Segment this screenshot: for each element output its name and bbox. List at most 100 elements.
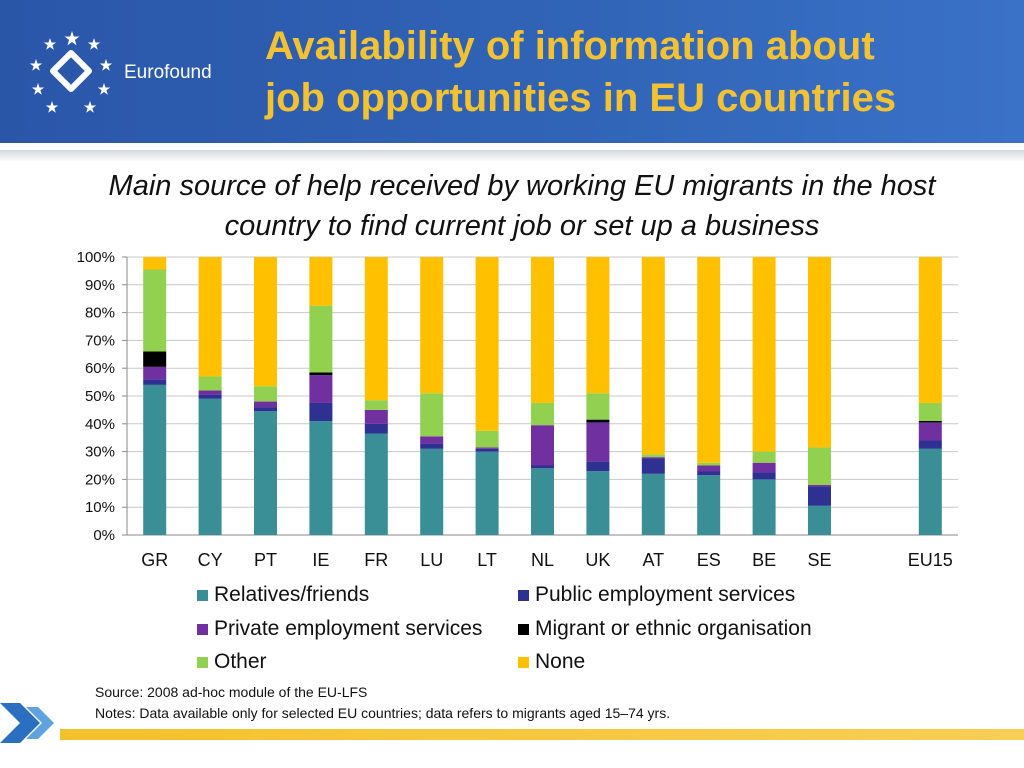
y-tick-label: 0%: [93, 527, 115, 544]
bar-segment: [531, 425, 554, 466]
bar-segment: [143, 351, 167, 367]
y-tick-label: 100%: [77, 249, 115, 266]
bar-segment: [697, 462, 721, 466]
bar-segment: [918, 422, 942, 441]
bar-segment: [143, 366, 167, 380]
bar-segment: [420, 436, 444, 444]
bar-segment: [752, 451, 776, 463]
bar-segment: [143, 269, 167, 352]
legend-label: Relatives/friends: [214, 583, 370, 606]
bar-segment: [752, 257, 776, 452]
x-axis-ticks: GR CY PT IE FR LU LT NL UK AT ES BE SE EU15: [141, 550, 953, 570]
bar-segment: [198, 257, 222, 377]
subtitle-line-2: country to find current job or set up a …: [224, 210, 820, 242]
notes-line: Notes: Data available only for selected …: [95, 705, 671, 721]
bar-segment: [752, 462, 776, 473]
bar-segment: [531, 468, 554, 535]
bar-segment: [808, 447, 831, 485]
title-line-2: job opportunities in EU countries: [265, 76, 897, 120]
legend-label: Private employment services: [214, 617, 483, 640]
bar-segment: [254, 411, 277, 535]
y-tick-label: 20%: [85, 471, 115, 488]
bar-segment: [309, 372, 333, 376]
stacked-bar-chart: 0% 10% 20% 30% 40% 50% 60% 70% 80% 90% 100% GR CY PT…: [77, 249, 958, 570]
y-tick-label: 60%: [85, 360, 115, 377]
y-tick-label: 10%: [85, 499, 115, 516]
legend-item-migrant-or-ethnic-organisation: Migrant or ethnic organisation: [518, 616, 812, 642]
bar-segment: [752, 479, 776, 535]
x-tick-label: FR: [364, 550, 388, 570]
bar-segment: [364, 433, 388, 535]
bar-segment: [309, 257, 333, 306]
legend-swatch: [197, 589, 208, 601]
legend-label: Public employment services: [535, 583, 796, 606]
bar-segment: [586, 461, 610, 472]
bar-segment: [531, 257, 554, 403]
bar-segment: [586, 471, 610, 535]
bar-segment: [697, 471, 721, 476]
bar-segment: [143, 379, 167, 385]
x-tick-label: SE: [807, 550, 831, 570]
bar-segment: [586, 422, 610, 462]
legend-swatch: [197, 656, 208, 668]
source-line: Source: 2008 ad-hoc module of the EU-LFS: [95, 684, 368, 700]
bar-segment: [143, 257, 167, 270]
bar-segment: [641, 458, 665, 474]
legend-swatch: [518, 623, 529, 635]
bar-segment: [918, 421, 942, 423]
x-tick-label: LT: [477, 550, 497, 570]
header-banner: Eurofound Availability of information ab…: [0, 0, 1024, 143]
chart-subtitle: Main source of help received by working …: [20, 166, 1024, 246]
bar-segment: [475, 451, 499, 535]
bar-segment: [697, 465, 721, 472]
bar-segment: [475, 430, 499, 448]
bar-segment: [420, 393, 444, 437]
x-tick-label: NL: [531, 550, 554, 570]
legend-swatch: [197, 623, 208, 635]
bar-segment: [586, 419, 610, 423]
bars: [143, 257, 942, 535]
source-notes: Source: 2008 ad-hoc module of the EU-LFS…: [95, 682, 670, 724]
bar-segment: [309, 421, 333, 535]
bar-segment: [364, 400, 388, 410]
bar-segment: [918, 257, 942, 403]
bar-segment: [309, 375, 333, 403]
legend-label: Migrant or ethnic organisation: [535, 617, 812, 640]
bar-segment: [254, 257, 277, 387]
bar-segment: [198, 394, 222, 399]
bar-segment: [918, 448, 942, 535]
legend-item-private-employment-services: Private employment services: [197, 616, 482, 642]
bar-segment: [808, 505, 831, 535]
bar-segment: [475, 447, 499, 449]
y-tick-label: 50%: [85, 388, 115, 405]
bar-segment: [309, 402, 333, 422]
bar-segment: [918, 402, 942, 422]
y-tick-label: 80%: [85, 305, 115, 322]
bar-segment: [918, 440, 942, 449]
y-tick-label: 30%: [85, 444, 115, 461]
x-tick-label: ES: [697, 550, 721, 570]
x-tick-label: LU: [420, 550, 443, 570]
bar-segment: [364, 423, 388, 434]
bar-segment: [364, 409, 388, 424]
bar-segment: [641, 457, 665, 459]
title-line-1: Availability of information about: [265, 24, 875, 68]
logo-text: Eurofound: [124, 62, 212, 83]
bar-segment: [364, 257, 388, 401]
x-tick-label: GR: [141, 550, 168, 570]
bar-segment: [641, 257, 665, 455]
eurofound-logo: [29, 31, 113, 113]
legend-label: Other: [214, 650, 267, 673]
bar-segment: [586, 257, 610, 394]
footer-bar: [60, 729, 1024, 740]
slide-title: Availability of information about job op…: [265, 20, 1005, 124]
bar-segment: [198, 390, 222, 395]
bar-segment: [475, 257, 499, 431]
bar-segment: [420, 448, 444, 535]
x-tick-label: CY: [198, 550, 223, 570]
x-tick-label: AT: [642, 550, 664, 570]
bar-segment: [586, 393, 610, 420]
bar-segment: [531, 465, 554, 469]
bar-segment: [641, 454, 665, 458]
x-tick-label: PT: [254, 550, 277, 570]
